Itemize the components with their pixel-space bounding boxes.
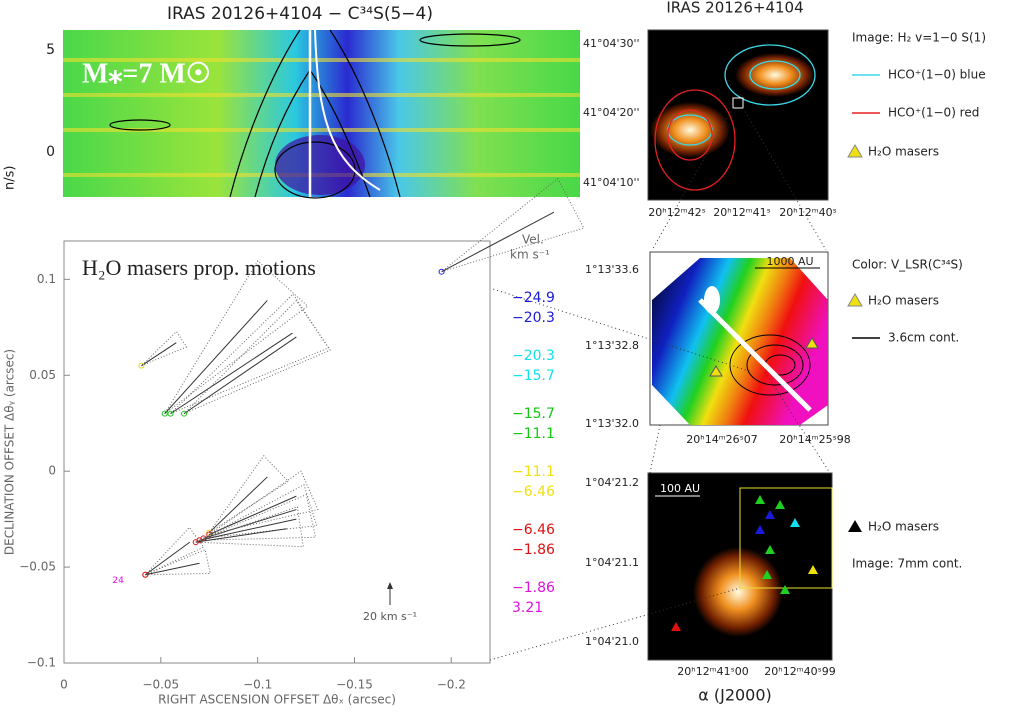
mid-ra: 20ʰ14ᵐ25ˢ98 [779, 433, 850, 446]
legend-label: −6.46 [512, 522, 555, 538]
motion-vector [199, 518, 297, 541]
wide-ra: 20ʰ12ᵐ41ˢ [713, 206, 770, 219]
pv-dec: 41°04'20'' [583, 106, 640, 119]
error-cone [441, 177, 585, 273]
zoom-dec: 1°04'21.2 [585, 476, 639, 489]
y-tick-label: −0.1 [27, 656, 56, 670]
wide-legend: H₂O masers [868, 145, 939, 159]
error-cone [208, 455, 290, 533]
pv-dec: 41°04'10'' [583, 176, 640, 189]
maser-chart: H₂O masers prop. motions RIGHT ASCENSION… [3, 177, 585, 707]
x-axis-label: RIGHT ASCENSION OFFSET Δθₓ (arcsec) [158, 693, 396, 707]
y-axis-label: DECLINATION OFFSET Δθᵧ (arcsec) [3, 349, 17, 555]
error-cone [170, 293, 330, 415]
maser-point [142, 571, 149, 578]
mid-dec: 1°13'32.0 [585, 417, 639, 430]
maser-point [438, 268, 445, 275]
wide-ra: 20ʰ12ᵐ42ˢ [648, 206, 705, 219]
error-cone [203, 484, 318, 539]
legend-title: km s⁻¹ [510, 248, 550, 262]
zoom-ra: 20ʰ12ᵐ40ˢ99 [764, 665, 835, 678]
wide-panel: IRAS 20126+4104 20ʰ12ᵐ42ˢ 20ʰ12ᵐ41ˢ 20ʰ1… [647, 0, 986, 219]
mid-legend: 3.6cm cont. [888, 331, 959, 345]
y-tick-label: −0.05 [19, 560, 56, 574]
y-tick-label: 0 [48, 464, 56, 478]
pv-core [275, 135, 365, 195]
maser-point [161, 410, 168, 417]
legend-label: −15.7 [512, 368, 555, 384]
motion-vector [164, 300, 268, 414]
legend-label: −24.9 [512, 290, 555, 306]
motion-vector [209, 495, 297, 535]
zoom-legend: Image: 7mm cont. [852, 557, 962, 571]
maser-point [181, 410, 188, 417]
mid-scale: 1000 AU [766, 255, 813, 268]
error-cone [208, 470, 319, 535]
maser-point [192, 539, 199, 546]
error-cone [183, 299, 331, 415]
motion-vector [145, 541, 191, 576]
zoom-legend: H₂O masers [868, 520, 939, 534]
legend-label: −1.86 [512, 580, 555, 596]
motion-vector [141, 342, 177, 367]
chart-title: H₂O masers prop. motions [82, 255, 316, 280]
x-tick-label: 0 [60, 678, 68, 692]
legend-title: Vel. [522, 233, 544, 247]
wide-legend: HCO⁺(1−0) blue [888, 68, 986, 82]
zoom-masers [671, 495, 818, 631]
mid-dec: 1°13'33.6 [585, 263, 639, 276]
motion-vector [183, 336, 297, 415]
y-tick-label: 0.1 [37, 272, 56, 286]
mass-label: M⁎=7 M☉ [82, 58, 211, 89]
pv-ylabel: n/s) [3, 166, 18, 190]
wide-ra: 20ʰ12ᵐ40ˢ [779, 206, 836, 219]
wide-title: IRAS 20126+4104 [666, 0, 803, 17]
legend-label: −11.1 [512, 464, 555, 480]
pv-contours [109, 29, 521, 199]
pv-dec: 41°04'30'' [583, 37, 640, 50]
legend-label: −20.3 [512, 310, 555, 326]
legend-label: −1.86 [512, 542, 555, 558]
legend-label: 3.21 [512, 600, 543, 616]
mid-panel: 1000 AU 1°13'33.6 1°13'32.8 1°13'32.0 20… [585, 251, 963, 446]
maser-point [138, 362, 145, 369]
wide-legend: Image: H₂ v=1−0 S(1) [852, 31, 986, 45]
zoom-panel: 100 AU 1°04'21.2 1°04'21.1 1°04'21.0 20ʰ… [585, 472, 962, 705]
motion-vector [203, 509, 297, 539]
motion-vector [208, 476, 268, 533]
x-tick-label: −0.1 [243, 678, 272, 692]
legend-label: −11.1 [512, 426, 555, 442]
pv-panel: IRAS 20126+4104 − C³⁴S(5−4) M⁎=7 M☉ 5 0 … [3, 4, 640, 199]
legend-label: −6.46 [512, 484, 555, 500]
mid-legend: Color: V_LSR(C³⁴S) [852, 258, 963, 272]
motion-vector [195, 528, 287, 543]
legend-label: −20.3 [512, 348, 555, 364]
motion-vector [170, 332, 293, 415]
legend-label: −15.7 [512, 406, 555, 422]
mid-dec: 1°13'32.8 [585, 339, 639, 352]
motion-vector [145, 562, 200, 576]
zoom-scale: 100 AU [660, 482, 700, 495]
pv-ytick: 5 [46, 42, 55, 58]
scale-label: 20 km s⁻¹ [363, 610, 417, 623]
error-cone [141, 330, 188, 367]
pv-ytick: 0 [46, 144, 55, 160]
wide-legend: HCO⁺(1−0) red [888, 106, 979, 120]
motion-vector [441, 211, 555, 273]
x-tick-label: −0.2 [437, 678, 466, 692]
y-tick-label: 0.05 [29, 368, 56, 382]
zoom-dec: 1°04'21.1 [585, 556, 639, 569]
x-tick-label: −0.15 [336, 678, 373, 692]
zoom-xlabel: α (J2000) [698, 686, 772, 705]
annotation: 24 [112, 576, 124, 586]
zoom-ra: 20ʰ12ᵐ41ˢ00 [677, 665, 748, 678]
mid-legend: H₂O masers [868, 294, 939, 308]
pv-title: IRAS 20126+4104 − C³⁴S(5−4) [167, 4, 433, 24]
mid-ra: 20ʰ14ᵐ26ˢ07 [686, 433, 757, 446]
connectors [439, 107, 831, 661]
x-tick-label: −0.05 [142, 678, 179, 692]
maser-point [167, 410, 174, 417]
zoom-dec: 1°04'21.0 [585, 635, 639, 648]
